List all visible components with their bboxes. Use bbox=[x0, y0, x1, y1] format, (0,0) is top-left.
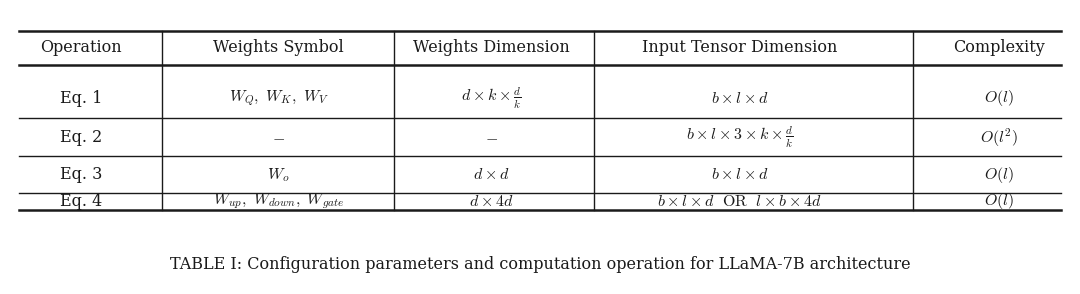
Text: $b \times l \times d\ \ \mathrm{OR}\ \ l \times b \times 4d$: $b \times l \times d\ \ \mathrm{OR}\ \ l… bbox=[658, 193, 822, 210]
Text: TABLE I: Configuration parameters and computation operation for LLaMA-7B archite: TABLE I: Configuration parameters and co… bbox=[170, 256, 910, 273]
Text: $b \times l \times d$: $b \times l \times d$ bbox=[711, 166, 769, 183]
Text: Weights Symbol: Weights Symbol bbox=[213, 39, 345, 56]
Text: Weights Dimension: Weights Dimension bbox=[413, 39, 570, 56]
Text: $b \times l \times 3 \times k \times \frac{d}{k}$: $b \times l \times 3 \times k \times \fr… bbox=[686, 125, 794, 151]
Text: Complexity: Complexity bbox=[954, 39, 1044, 56]
Text: Eq. 1: Eq. 1 bbox=[59, 90, 103, 107]
Text: $W_{up},\ W_{down},\ W_{gate}$: $W_{up},\ W_{down},\ W_{gate}$ bbox=[213, 192, 345, 211]
Text: Eq. 2: Eq. 2 bbox=[59, 129, 103, 146]
Text: Eq. 3: Eq. 3 bbox=[59, 166, 103, 183]
Text: Eq. 4: Eq. 4 bbox=[59, 193, 103, 210]
Text: $d \times d$: $d \times d$ bbox=[473, 166, 510, 183]
Text: $O(l)$: $O(l)$ bbox=[984, 88, 1014, 108]
Text: $-$: $-$ bbox=[272, 129, 285, 146]
Text: Operation: Operation bbox=[40, 39, 122, 56]
Text: $O(l)$: $O(l)$ bbox=[984, 165, 1014, 185]
Text: $b \times l \times d$: $b \times l \times d$ bbox=[711, 90, 769, 107]
Text: $d \times k \times \frac{d}{k}$: $d \times k \times \frac{d}{k}$ bbox=[461, 86, 522, 111]
Text: $d \times 4d$: $d \times 4d$ bbox=[469, 193, 514, 210]
Text: Input Tensor Dimension: Input Tensor Dimension bbox=[643, 39, 837, 56]
Text: $W_o$: $W_o$ bbox=[268, 166, 289, 184]
Text: $O(l^2)$: $O(l^2)$ bbox=[980, 126, 1018, 149]
Text: $W_Q,\ W_K,\ W_V$: $W_Q,\ W_K,\ W_V$ bbox=[229, 89, 328, 108]
Text: $O(l)$: $O(l)$ bbox=[984, 191, 1014, 211]
Text: $-$: $-$ bbox=[485, 129, 498, 146]
